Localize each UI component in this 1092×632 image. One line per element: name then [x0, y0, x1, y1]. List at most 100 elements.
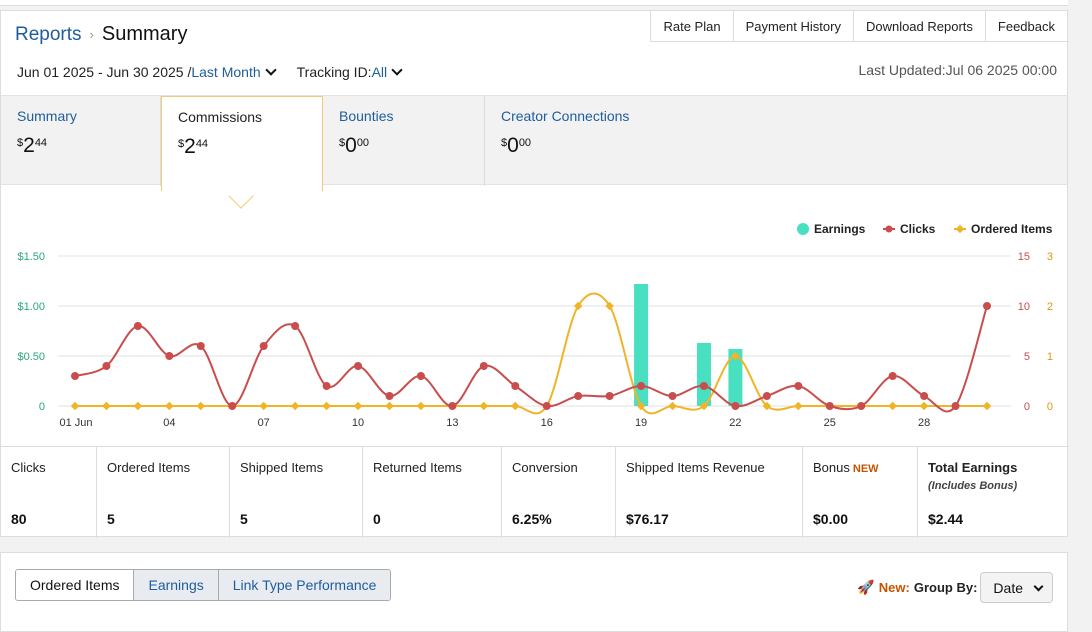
x-axis-tick: 19: [635, 417, 647, 429]
clicks-point: [794, 382, 803, 390]
x-axis-tick: 28: [918, 417, 930, 429]
ordered-items-point: [165, 401, 174, 411]
tab-bounties-title: Bounties: [339, 108, 394, 124]
legend-label: Ordered Items: [971, 222, 1053, 236]
metric-returned-items: Returned Items 0: [363, 447, 502, 538]
legend-label: Clicks: [900, 222, 936, 236]
ordered-items-point: [888, 401, 897, 411]
date-range-text: Jun 01 2025 - Jun 30 2025 /: [17, 64, 192, 80]
group-by-select[interactable]: Date: [980, 572, 1053, 603]
tab-bounties-amount: $0 00: [339, 134, 370, 157]
clicks-line: [74, 305, 988, 413]
tab-ordered-items[interactable]: Ordered Items: [16, 570, 135, 600]
ordered-items-point: [479, 401, 489, 411]
metrics-row: Clicks 80 Ordered Items 5 Shipped Items …: [1, 446, 1067, 538]
tab-summary-amount: $2 44: [17, 134, 48, 157]
feedback-button[interactable]: Feedback: [985, 11, 1067, 42]
x-axis-tick: 01 Jun: [59, 417, 92, 429]
ordered-items-line: [75, 292, 987, 415]
chevron-down-icon[interactable]: [391, 64, 403, 76]
left-axis-tick: $1.00: [17, 301, 45, 313]
clicks-point: [416, 372, 425, 380]
clicks-point: [731, 402, 740, 410]
breadcrumb: Reports › Summary: [15, 23, 187, 46]
ordered-items-point: [668, 401, 677, 411]
download-reports-button[interactable]: Download Reports: [853, 11, 986, 42]
metric-bonus: Bonus NEW $0.00: [803, 447, 918, 538]
left-axis-tick: $0.50: [17, 351, 45, 363]
tab-commissions[interactable]: Commissions $2 44: [161, 96, 323, 191]
legend-earnings-marker: [797, 223, 809, 235]
clicks-point: [385, 392, 394, 400]
earnings-bar: [728, 349, 743, 406]
ordered-items-point: [259, 401, 268, 411]
ordered-items-point: [762, 401, 772, 411]
ordered-items-point: [70, 401, 80, 411]
new-badge: NEW: [852, 463, 879, 475]
clicks-point: [542, 402, 551, 410]
right-axis-clicks-tick: 10: [1018, 301, 1030, 313]
ordered-items-point: [290, 401, 300, 411]
right-axis-ordered-tick: 1: [1047, 351, 1053, 363]
tab-commissions-amount: $2 44: [178, 135, 209, 158]
summary-tabs: Summary $2 44 Commissions $2 44 Bounties $…: [1, 95, 1067, 191]
tracking-id-label: Tracking ID:: [296, 64, 372, 80]
clicks-point: [291, 322, 300, 330]
metric-ordered-items: Ordered Items 5: [97, 447, 230, 538]
clicks-point: [102, 362, 111, 370]
chevron-down-icon[interactable]: [264, 64, 277, 76]
ordered-items-point: [794, 401, 803, 411]
ordered-items-point: [511, 401, 520, 411]
rate-plan-button[interactable]: Rate Plan: [651, 11, 734, 42]
ordered-items-point: [416, 401, 426, 411]
rocket-icon: 🚀: [857, 579, 875, 595]
x-axis-tick: 10: [352, 417, 364, 429]
tab-bounties[interactable]: Bounties $0 00: [323, 96, 485, 186]
clicks-point: [228, 402, 237, 410]
last-updated-text: Last Updated:Jul 06 2025 00:00: [858, 62, 1058, 78]
clicks-point: [165, 352, 174, 360]
tab-commissions-title: Commissions: [178, 109, 263, 125]
legend-clicks-marker: [885, 225, 893, 233]
clicks-point: [259, 342, 268, 350]
metric-clicks: Clicks 80: [1, 447, 97, 538]
clicks-point: [354, 362, 363, 370]
payment-history-button[interactable]: Payment History: [733, 11, 854, 42]
tab-summary[interactable]: Summary $2 44: [1, 96, 161, 186]
x-axis-tick: 07: [258, 417, 270, 429]
group-by-label: Group By:: [913, 580, 978, 595]
tab-earnings[interactable]: Earnings: [134, 570, 219, 600]
clicks-point: [605, 392, 614, 400]
detail-card: Ordered Items Earnings Link Type Perform…: [0, 552, 1068, 632]
ordered-items-point: [982, 401, 992, 411]
right-axis-ordered-tick: 2: [1047, 301, 1053, 313]
page-title: Summary: [101, 23, 188, 45]
clicks-point: [951, 402, 960, 410]
breadcrumb-reports-link[interactable]: Reports: [15, 23, 82, 45]
metric-total-earnings: Total Earnings (Includes Bonus) $2.44: [928, 460, 1018, 527]
report-card: Reports › Summary Rate Plan Payment Hist…: [0, 10, 1068, 538]
clicks-point: [668, 392, 677, 400]
ordered-items-point: [605, 301, 614, 311]
period-dropdown[interactable]: Last Month: [191, 64, 261, 80]
x-axis-tick: 13: [446, 417, 458, 429]
clicks-point: [983, 302, 991, 310]
legend-ordered-marker: [955, 224, 965, 234]
clicks-point: [762, 392, 771, 400]
tab-creator-connections[interactable]: Creator Connections $0 00: [485, 96, 685, 186]
tracking-id-dropdown[interactable]: All: [371, 64, 388, 80]
clicks-point: [920, 392, 929, 400]
group-by-control: 🚀 New: Group By: Date: [857, 572, 1053, 603]
tab-link-type-performance[interactable]: Link Type Performance: [218, 570, 391, 600]
clicks-point: [71, 372, 79, 380]
ordered-items-point: [353, 401, 363, 411]
ordered-items-point: [385, 401, 394, 411]
right-axis-clicks-tick: 0: [1024, 401, 1030, 413]
clicks-point: [574, 392, 583, 400]
left-axis-tick: 0: [39, 401, 45, 413]
earnings-bar: [696, 343, 711, 406]
ordered-items-point: [699, 401, 709, 411]
ordered-items-point: [573, 301, 583, 311]
ordered-items-point: [322, 401, 331, 411]
clicks-point: [448, 402, 457, 410]
